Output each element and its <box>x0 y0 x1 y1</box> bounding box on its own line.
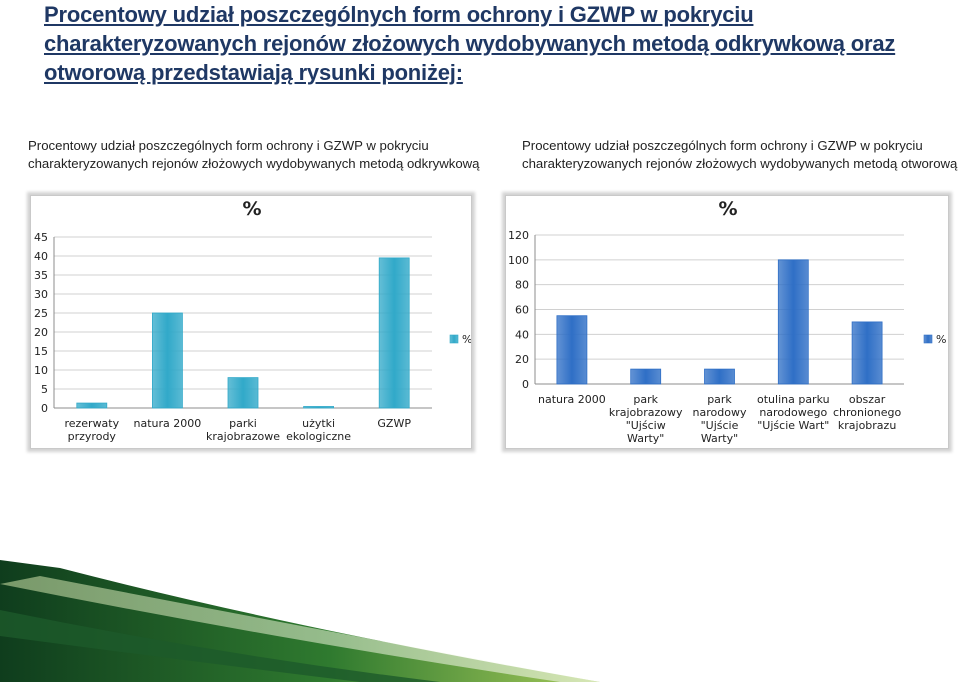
chart2-category-label-3: park narodowy "Ujście Warty" <box>693 393 747 445</box>
decorative-ribbon <box>0 560 600 682</box>
chart1-category-label-line: parki <box>229 417 257 430</box>
chart1-ytick-label: 10 <box>34 364 48 377</box>
chart2-category-label-line: Warty" <box>627 432 664 445</box>
chart1-ytick-label: 5 <box>41 383 48 396</box>
slide-heading: Procentowy udział poszczególnych form oc… <box>44 2 896 85</box>
chart2-title: % <box>718 198 737 220</box>
chart1-category-label-2: natura 2000 <box>134 417 202 430</box>
chart1-legend-swatch <box>449 334 459 344</box>
chart1-category-label-line: ekologiczne <box>286 430 351 443</box>
chart1-ytick-label: 25 <box>34 307 48 320</box>
chart2-category-label-line: narodowego <box>759 406 827 419</box>
chart2-ytick-label: 60 <box>515 304 529 317</box>
chart2-ytick-label: 20 <box>515 353 529 366</box>
chart1-category-label-line: natura 2000 <box>134 417 202 430</box>
chart1-ytick-label: 40 <box>34 250 48 263</box>
chart1-category-label-line: przyrody <box>68 430 117 443</box>
chart1-bar-1 <box>76 402 108 409</box>
chart2-category-label-line: "Ujście Wart" <box>757 419 829 432</box>
chart1-category-label-3: parki krajobrazowe <box>206 417 280 443</box>
chart2-category-label-2: park krajobrazowy "Ujściw Warty" <box>609 393 683 445</box>
chart2-bar-3 <box>704 368 735 385</box>
chart1-frame: 0 5 10 15 20 25 30 35 40 45% rezerwaty przyrody natu… <box>30 195 472 449</box>
chart2-ytick-label: 100 <box>508 254 529 267</box>
chart1-bar-3 <box>227 377 259 409</box>
chart1-category-label-line: użytki <box>302 417 335 430</box>
chart2-category-label-line: "Ujściw <box>626 419 666 432</box>
chart2-legend-label: % <box>936 333 946 346</box>
chart2-category-label-line: chronionego <box>833 406 902 419</box>
chart1-category-label-5: GZWP <box>377 417 411 430</box>
chart1-title: % <box>242 198 261 220</box>
chart2-caption-line-1: Procentowy udział poszczególnych form oc… <box>522 138 923 153</box>
chart2-category-label-4: otulina parku narodowego "Ujście Wart" <box>757 393 830 432</box>
chart1-ytick-label: 15 <box>34 345 48 358</box>
chart1-caption-line-2: charakteryzowanych rejonów złożowych wyd… <box>28 156 480 171</box>
chart2-bar-1 <box>556 315 588 385</box>
chart2-ytick-label: 0 <box>522 378 529 391</box>
chart1-ytick-label: 30 <box>34 288 48 301</box>
chart2-bar-5 <box>851 321 883 385</box>
chart1-category-label-line: krajobrazowe <box>206 430 280 443</box>
chart1-bar-5 <box>378 257 410 409</box>
chart1-category-label-1: rezerwaty przyrody <box>64 417 119 443</box>
chart1-legend-label: % <box>462 333 471 346</box>
chart2-category-label-line: krajobrazu <box>838 419 896 432</box>
chart2-category-label-line: natura 2000 <box>538 393 606 406</box>
chart1-ytick-label: 45 <box>34 231 48 244</box>
chart2-ytick-label: 80 <box>515 279 529 292</box>
chart1-ytick-label: 20 <box>34 326 48 339</box>
chart1-caption-line-1: Procentowy udział poszczególnych form oc… <box>28 138 429 153</box>
chart1-ytick-label: 0 <box>41 402 48 415</box>
chart2-ytick-label: 40 <box>515 328 529 341</box>
chart2-category-label-line: otulina parku <box>757 393 830 406</box>
chart2-category-label-line: obszar <box>849 393 886 406</box>
chart2-category-label-line: narodowy <box>693 406 747 419</box>
chart2-category-label-line: krajobrazowy <box>609 406 683 419</box>
chart1-svg: 0 5 10 15 20 25 30 35 40 45% rezerwaty przyrody natu… <box>34 198 471 443</box>
chart2-caption-line-2: charakteryzowanych rejonów złożowych wyd… <box>522 156 958 171</box>
chart2-bar-2 <box>630 368 662 385</box>
chart2-category-label-line: park <box>707 393 732 406</box>
chart2-caption: Procentowy udział poszczególnych form oc… <box>522 137 957 173</box>
chart1-ytick-label: 35 <box>34 269 48 282</box>
chart1-category-label-4: użytki ekologiczne <box>286 417 351 443</box>
chart1-category-label-line: rezerwaty <box>64 417 119 430</box>
chart1-bar-2 <box>152 312 183 409</box>
chart2-frame: 0 20 40 60 80 100 120% natura 2000 park krajobraz… <box>505 195 949 449</box>
chart2-category-label-1: natura 2000 <box>538 393 606 406</box>
chart2-category-label-line: "Ujście <box>701 419 739 432</box>
chart2-bar-4 <box>777 259 809 385</box>
chart1-caption: Procentowy udział poszczególnych form oc… <box>28 137 480 173</box>
chart2-category-label-line: Warty" <box>701 432 738 445</box>
chart2-category-label-5: obszar chronionego krajobrazu <box>833 393 902 432</box>
chart2-legend-swatch <box>923 334 933 344</box>
chart2-ytick-label: 120 <box>508 229 529 242</box>
chart2-category-label-line: park <box>633 393 658 406</box>
chart1-bar-4 <box>303 406 335 409</box>
chart1-category-label-line: GZWP <box>377 417 411 430</box>
